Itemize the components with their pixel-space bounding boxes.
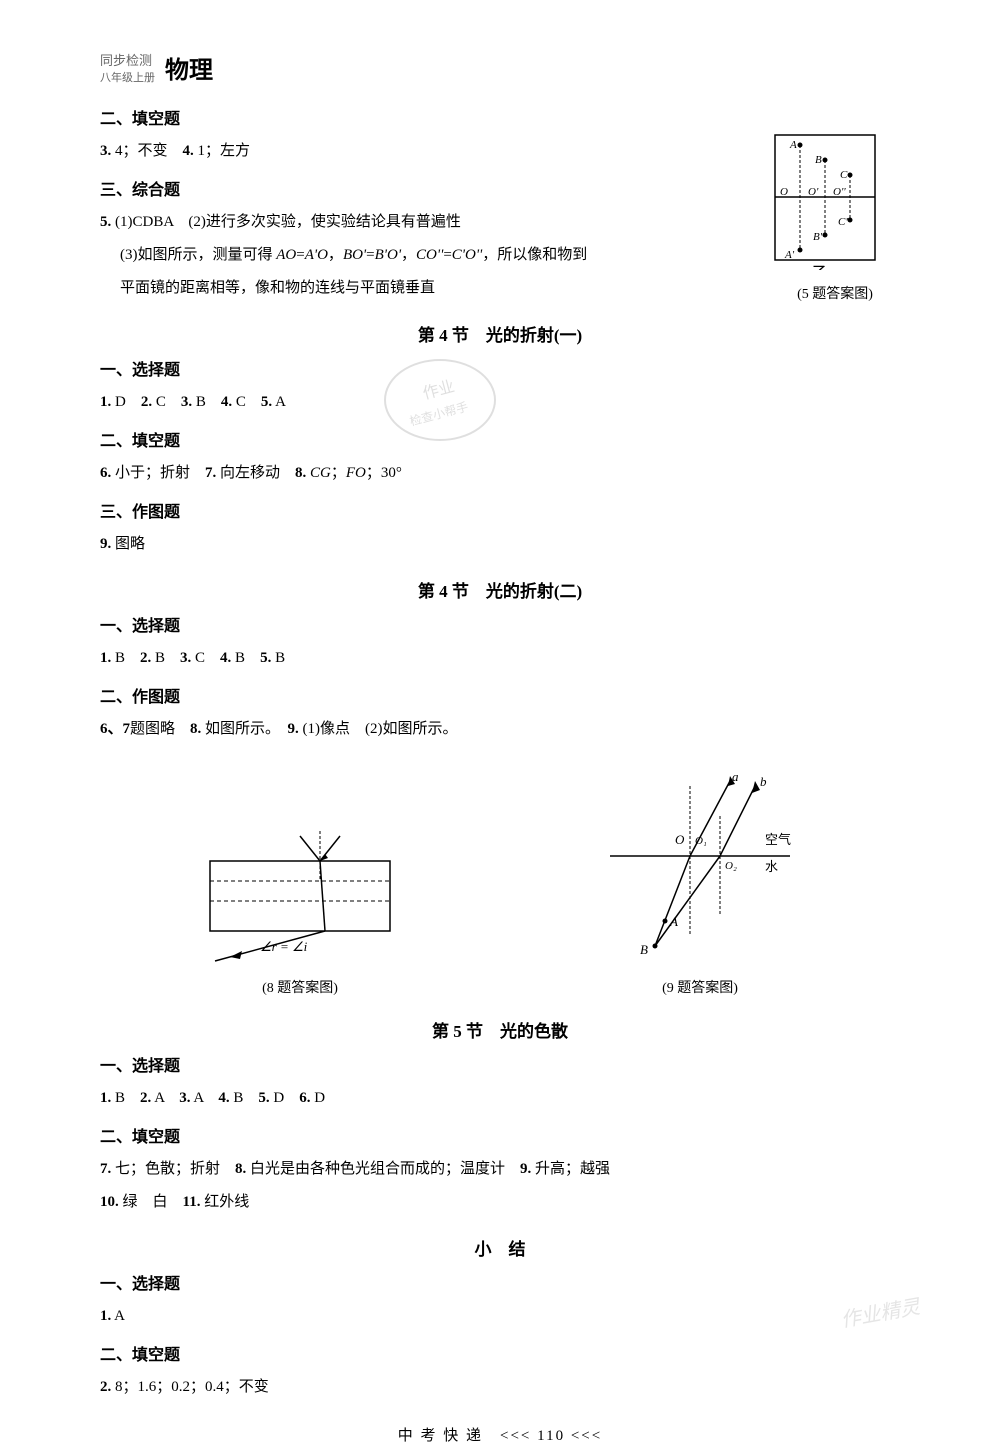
svg-text:O: O: [780, 186, 788, 198]
header-line1: 同步检测: [100, 50, 155, 69]
svg-text:C': C': [838, 216, 848, 228]
diagram-5-svg: A B C O O' O'' A' B' C' 乙: [770, 130, 880, 270]
sec41-h3: 三、作图题: [100, 498, 900, 522]
sec42-l2: 6、7题图略 8. 如图所示。 9. (1)像点 (2)如图所示。: [100, 713, 900, 746]
diagram-9-svg: a b O O₁ O₂ 空气 水 A B: [600, 766, 800, 966]
title-summary: 小 结: [100, 1235, 900, 1260]
sec41-l2: 6. 小于；折射 7. 向左移动 8. CG；FO；30°: [100, 457, 900, 490]
svg-text:C: C: [840, 169, 848, 181]
svg-text:O': O': [808, 186, 819, 198]
title-5: 第 5 节 光的色散: [100, 1017, 900, 1042]
svg-text:O₂: O₂: [725, 860, 737, 872]
svg-text:A: A: [669, 914, 678, 929]
svg-text:∠r = ∠i: ∠r = ∠i: [260, 939, 308, 954]
svg-text:A': A': [784, 249, 795, 261]
header-subject: 物理: [165, 50, 213, 85]
diagram-9-caption: (9 题答案图): [600, 977, 800, 997]
sec41-h1: 一、选择题: [100, 356, 900, 380]
svg-text:B': B': [813, 231, 823, 243]
diagram-5-caption: (5 题答案图): [770, 283, 900, 303]
svg-text:a: a: [732, 769, 739, 784]
sec5-l1: 1. B 2. A 3. A 4. B 5. D 6. D: [100, 1082, 900, 1115]
section-heading-fill: 二、填空题: [100, 105, 900, 129]
sec42-h1: 一、选择题: [100, 612, 900, 636]
page-footer: 中 考 快 递 <<< 110 <<<: [100, 1424, 900, 1445]
sec5-h1: 一、选择题: [100, 1052, 900, 1076]
title-4-2: 第 4 节 光的折射(二): [100, 577, 900, 602]
svg-text:乙: 乙: [812, 265, 828, 270]
svg-text:A: A: [789, 139, 797, 151]
sec42-h2: 二、作图题: [100, 683, 900, 707]
watermark-center-icon: 作业 检查小帮手: [380, 350, 500, 450]
svg-text:O: O: [675, 832, 685, 847]
secsum-l1: 1. A: [100, 1300, 900, 1333]
sec5-l2: 7. 七；色散；折射 8. 白光是由各种色光组合而成的；温度计 9. 升高；越强: [100, 1153, 900, 1186]
svg-text:作业: 作业: [421, 377, 457, 403]
svg-text:检查小帮手: 检查小帮手: [408, 399, 470, 429]
svg-text:O₁: O₁: [695, 835, 707, 847]
sec41-h2: 二、填空题: [100, 427, 900, 451]
svg-text:B: B: [640, 942, 648, 957]
secsum-h2: 二、填空题: [100, 1341, 900, 1365]
sec5-h2: 二、填空题: [100, 1123, 900, 1147]
svg-text:b: b: [760, 774, 767, 789]
diagram-5: A B C O O' O'' A' B' C' 乙 (5 题答案图): [770, 130, 900, 303]
diagrams-row: ∠r = ∠i (8 题答案图) a b O O₁ O₂ 空气 水 A B (: [100, 766, 900, 997]
svg-text:空气: 空气: [765, 832, 791, 847]
diagram-8-svg: ∠r = ∠i: [200, 826, 400, 966]
svg-text:O'': O'': [833, 186, 846, 198]
secsum-h1: 一、选择题: [100, 1270, 900, 1294]
sec41-l1: 1. D 2. C 3. B 4. C 5. A: [100, 386, 900, 419]
sec5-l3: 10. 绿 白 11. 红外线: [100, 1186, 900, 1219]
diagram-9: a b O O₁ O₂ 空气 水 A B (9 题答案图): [600, 766, 800, 997]
diagram-8-caption: (8 题答案图): [200, 977, 400, 997]
page-header: 同步检测 八年级上册 物理: [100, 50, 900, 85]
svg-text:B: B: [815, 154, 822, 166]
diagram-8: ∠r = ∠i (8 题答案图): [200, 826, 400, 997]
secsum-l2: 2. 8；1.6；0.2；0.4；不变: [100, 1371, 900, 1404]
sec41-l3: 9. 图略: [100, 528, 900, 561]
header-line2: 八年级上册: [100, 69, 155, 85]
svg-text:水: 水: [765, 859, 778, 874]
sec42-l1: 1. B 2. B 3. C 4. B 5. B: [100, 642, 900, 675]
title-4-1: 第 4 节 光的折射(一): [100, 321, 900, 346]
header-meta: 同步检测 八年级上册: [100, 50, 155, 85]
